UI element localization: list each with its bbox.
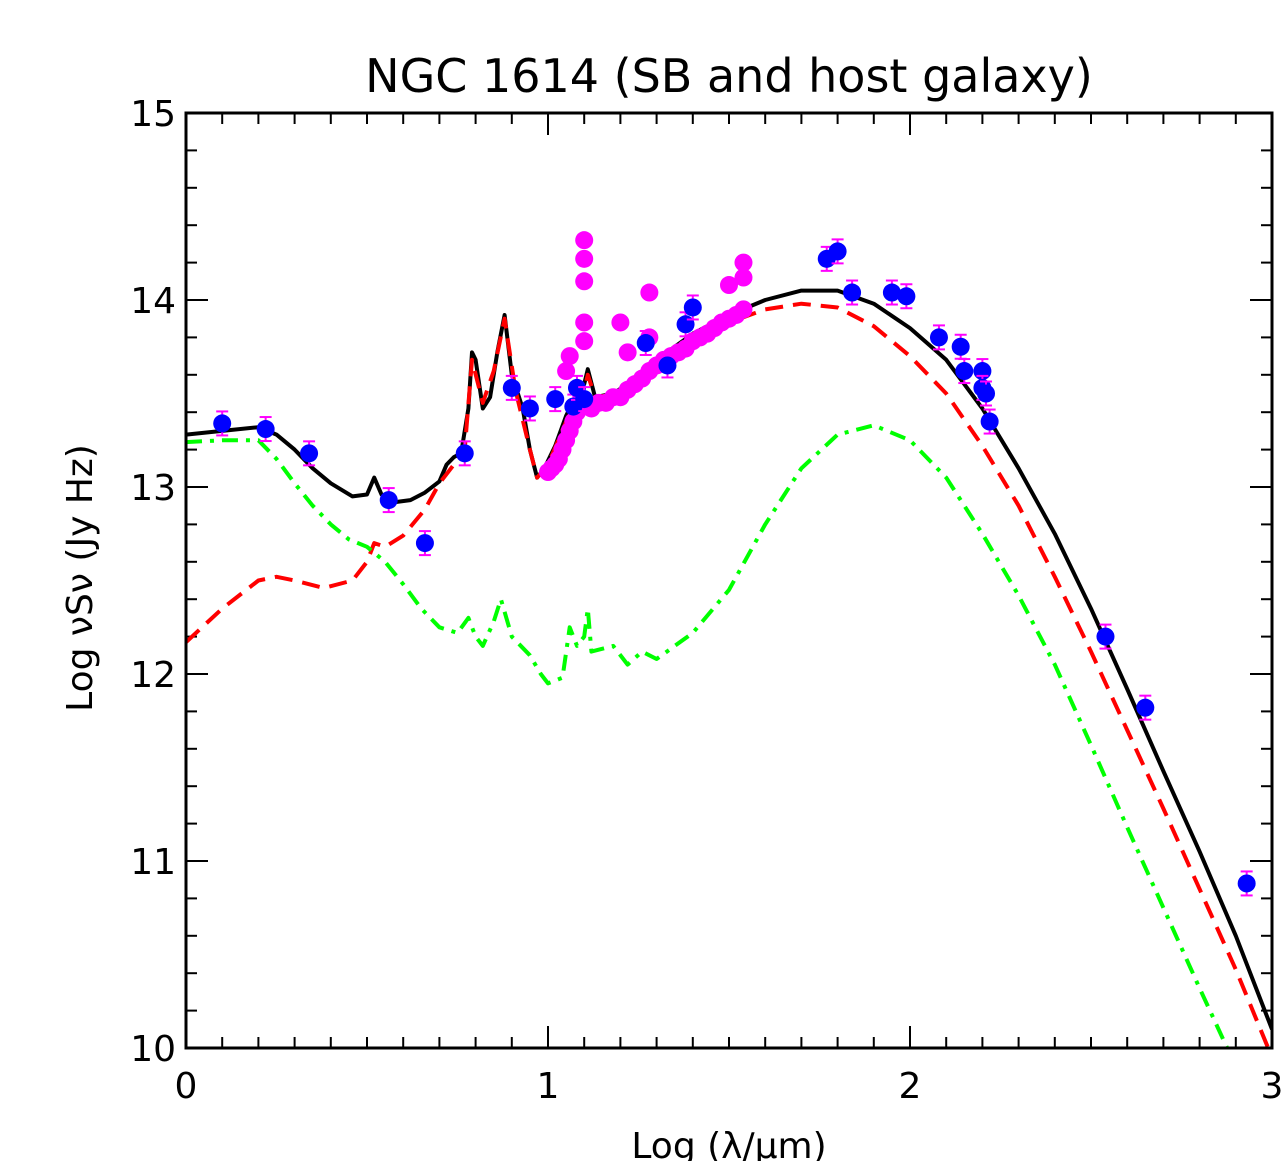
x-tick-label: 2: [899, 1066, 922, 1107]
x-axis-label: Log (λ/μm): [631, 1126, 826, 1161]
host-galaxy-model-line: [186, 423, 1230, 1048]
photometry-point: [520, 399, 539, 418]
y-tick-label: 12: [130, 655, 176, 696]
photometry-point: [300, 444, 319, 463]
photometry-point: [1096, 627, 1115, 646]
photometry-point: [980, 412, 999, 431]
photometry-point: [951, 337, 970, 356]
photometry-point: [955, 362, 974, 381]
y-axis-label: Log νSν (Jy Hz): [60, 444, 101, 712]
photometry-point: [502, 378, 521, 397]
spectrum-point: [575, 332, 594, 351]
photometry-point: [658, 356, 677, 375]
photometry-point: [213, 414, 232, 433]
spectrum-point: [575, 272, 594, 291]
spectrum-point: [560, 347, 579, 366]
x-tick-label: 3: [1261, 1066, 1284, 1107]
spectrum-point: [575, 231, 594, 250]
photometry-point: [636, 334, 655, 353]
plot-frame: [184, 111, 1274, 1050]
y-tick-label: 11: [130, 842, 176, 883]
plot-area: [186, 231, 1272, 1048]
x-tick-label: 1: [537, 1066, 560, 1107]
photometry-point: [683, 298, 702, 317]
photometry-point: [256, 420, 275, 439]
y-tick-label: 14: [130, 281, 176, 322]
photometry-point: [575, 390, 594, 409]
y-tick-label: 13: [130, 468, 176, 509]
photometry-point: [843, 283, 862, 302]
spectrum-point: [720, 276, 738, 295]
photometry-point: [415, 534, 434, 553]
photometry-point: [828, 242, 847, 261]
photometry-point: [546, 390, 565, 409]
photometry-point: [882, 283, 901, 302]
spectrum-point: [611, 313, 630, 332]
photometry-point: [455, 444, 474, 463]
spectrum-point: [575, 249, 594, 268]
spectrum-point: [734, 253, 753, 272]
photometry-point: [897, 287, 916, 306]
photometry-point: [1237, 874, 1256, 893]
photometry-point: [977, 384, 996, 403]
photometry-layer: [213, 238, 1256, 897]
y-tick-label: 10: [130, 1029, 176, 1070]
photometry-point: [929, 328, 948, 347]
spectrum-layer: [539, 231, 753, 482]
spectrum-point: [575, 313, 594, 332]
spectrum-point: [640, 283, 659, 302]
y-tick-label: 15: [130, 94, 176, 135]
spectrum-point: [734, 268, 753, 287]
spectrum-point: [557, 362, 576, 381]
chart-title: NGC 1614 (SB and host galaxy): [365, 49, 1093, 103]
photometry-point: [1136, 698, 1155, 717]
spectrum-point: [734, 300, 753, 319]
x-tick-label: 0: [175, 1066, 198, 1107]
photometry-point: [379, 491, 398, 510]
spectrum-point: [618, 343, 637, 362]
